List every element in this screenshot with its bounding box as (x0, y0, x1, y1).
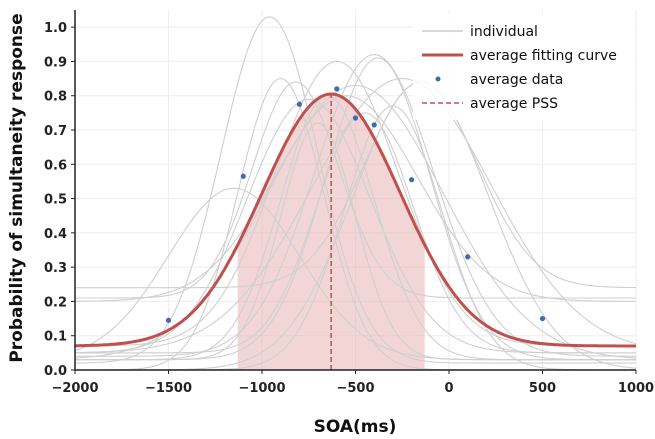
average-data-point (334, 86, 340, 92)
average-data-point (240, 173, 246, 179)
y-tick-label: 0.8 (44, 90, 67, 105)
legend-average-pss-label: average PSS (470, 96, 558, 112)
x-tick-label: 1000 (618, 381, 654, 396)
y-tick-labels: 0.0 0.1 0.2 0.3 0.4 0.5 0.6 0.7 0.8 0.9 1.0 (44, 21, 75, 379)
y-tick-label: 0.6 (44, 158, 67, 173)
average-fitting-curve (75, 92, 636, 348)
x-tick-label: −2000 (51, 381, 98, 396)
average-data-points (165, 86, 546, 323)
average-data-point (296, 101, 302, 107)
y-tick-label: 0.9 (44, 55, 67, 70)
x-axis-title: SOA(ms) (314, 417, 397, 437)
average-data-point (352, 115, 359, 121)
individual-curve-1 (75, 16, 636, 364)
individual-curve-16 (75, 81, 636, 289)
y-tick-label: 0.2 (44, 295, 67, 310)
average-data-point (465, 254, 471, 260)
x-tick-label: −500 (336, 381, 374, 396)
legend-average-data-label: average data (470, 72, 563, 88)
legend-average-curve-label: average fitting curve (470, 48, 617, 64)
y-tick-label: 0.0 (44, 364, 67, 379)
y-tick-label: 0.5 (44, 193, 67, 208)
y-tick-label: 0.3 (44, 261, 67, 276)
x-tick-label: −1000 (238, 381, 285, 396)
average-data-point (371, 122, 377, 128)
x-tick-label: −1500 (145, 381, 192, 396)
y-tick-label: 0.7 (44, 124, 67, 139)
individual-curve-12 (75, 95, 636, 302)
individual-curve-3 (75, 81, 636, 299)
y-axis-title: Probability of simultaneity response (7, 13, 27, 362)
legend-individual-label: individual (470, 24, 538, 40)
average-data-point (165, 317, 172, 323)
y-tick-label: 0.4 (44, 227, 67, 242)
individual-curve-5 (75, 54, 636, 357)
x-tick-labels: −2000 −1500 −1000 −500 0 500 1000 (51, 370, 654, 396)
legend: individual average fitting curve average… (413, 14, 635, 120)
x-tick-label: 0 (444, 381, 453, 396)
x-tick-label: 500 (529, 381, 556, 396)
average-data-point (539, 315, 546, 322)
legend-average-data-swatch (435, 76, 441, 82)
average-fitting-curve-group (75, 92, 636, 348)
individual-curve-6 (75, 57, 636, 361)
individual-curve-17 (74, 187, 636, 361)
average-data-point (409, 177, 415, 183)
y-tick-label: 0.1 (44, 330, 67, 345)
y-tick-label: 1.0 (44, 21, 67, 36)
individual-curve-7 (75, 78, 637, 354)
